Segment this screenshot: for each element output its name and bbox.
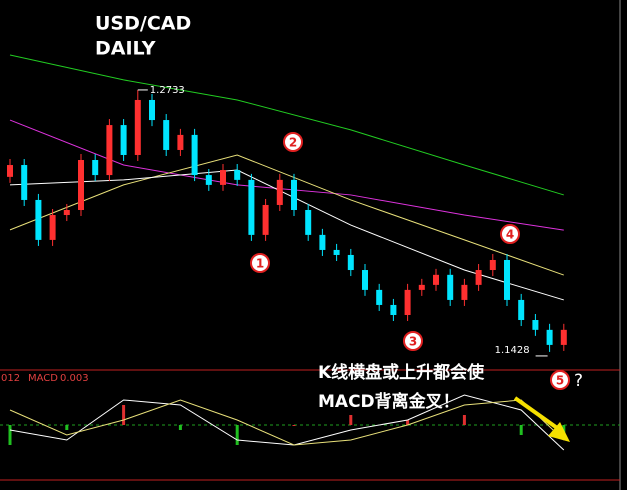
macd-histogram-bar	[292, 425, 296, 426]
marker-circle	[403, 331, 423, 351]
macd-histogram-bar	[8, 425, 12, 445]
marker-label: 3	[409, 335, 417, 349]
annotation: MACD背离金叉！	[318, 391, 460, 412]
candle-body	[390, 304, 397, 315]
candle-body	[35, 199, 42, 240]
candle-body	[376, 289, 383, 305]
candle-body	[546, 329, 553, 345]
candle-body	[504, 259, 510, 300]
candle-body	[518, 299, 525, 321]
candle-body	[248, 179, 255, 235]
macd-histogram-bar	[406, 420, 410, 425]
candle-body	[489, 259, 496, 271]
candle-body	[319, 234, 326, 250]
macd-value: 0.003	[60, 373, 89, 384]
chart-subtitle: DAILY	[95, 38, 156, 60]
macd-histogram-bar	[462, 415, 466, 425]
candle-body	[120, 125, 127, 155]
marker-circle	[500, 224, 520, 244]
candle-body	[447, 274, 454, 300]
candle-body	[461, 284, 468, 300]
candle-body	[220, 170, 226, 185]
marker-label: 4	[506, 228, 514, 242]
candle-body	[475, 270, 482, 285]
macd-histogram-bar	[519, 425, 523, 435]
arrow-shaft	[513, 396, 562, 432]
moving-average	[9, 54, 564, 196]
candle-body	[305, 209, 312, 235]
candle-body	[63, 209, 70, 216]
macd-line	[9, 399, 565, 446]
candle-body	[21, 165, 28, 200]
candle-body	[106, 125, 113, 176]
macd-histogram-bar	[122, 405, 126, 425]
marker-circle	[283, 132, 303, 152]
marker-label: 1	[256, 257, 264, 271]
candle-body	[191, 134, 198, 176]
candle-body	[262, 204, 269, 235]
candle-body	[404, 289, 411, 315]
candle-body	[163, 120, 170, 150]
macd-histogram-bar	[235, 425, 239, 445]
macd-name: MACD	[28, 373, 58, 384]
candle-body	[177, 134, 184, 150]
marker-label: 5	[556, 374, 564, 388]
candle-body	[49, 215, 56, 240]
low-label: 1.1428	[495, 345, 530, 356]
candle-body	[532, 320, 539, 330]
candle-body	[362, 270, 368, 290]
annotation: ?	[574, 371, 583, 391]
candle-body	[78, 160, 84, 210]
macd-histogram-bar	[349, 415, 353, 425]
macd-scale-label: 012	[1, 373, 20, 384]
candle-body	[418, 284, 425, 290]
candle-body	[92, 160, 99, 176]
marker-circle	[550, 370, 570, 390]
candle-body	[347, 254, 354, 271]
candle-body	[333, 249, 340, 255]
candle-body	[276, 179, 283, 205]
arrow-head	[548, 422, 570, 442]
high-label: 1.2733	[150, 85, 185, 96]
candle-body	[205, 175, 212, 185]
candle-body	[560, 329, 567, 345]
marker-circle	[250, 253, 270, 273]
candle-body	[134, 99, 141, 155]
candle-body	[149, 99, 155, 121]
annotation: K线横盘或上升都会使	[318, 362, 485, 383]
macd-histogram-bar	[178, 425, 182, 430]
candle-body	[433, 274, 439, 285]
marker-label: 2	[289, 136, 297, 150]
chart-title: USD/CAD	[95, 13, 191, 35]
macd-histogram-bar	[65, 425, 69, 430]
candle-body	[291, 179, 297, 210]
candle-body	[234, 170, 241, 180]
candle-body	[7, 165, 13, 177]
